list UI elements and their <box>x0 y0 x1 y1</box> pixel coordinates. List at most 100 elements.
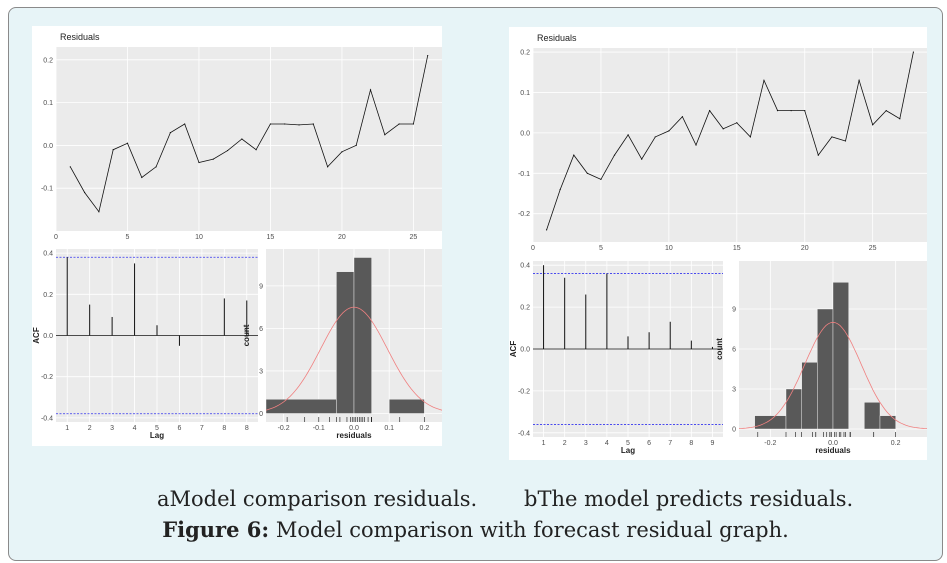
residual-point <box>886 110 887 111</box>
x-tick-label: 7 <box>200 425 204 432</box>
y-tick-label: 9 <box>259 283 263 290</box>
residual-point <box>155 166 156 167</box>
x-tick-label: 8 <box>222 425 226 432</box>
plot-background <box>56 47 442 231</box>
y-tick-label: 9 <box>732 307 736 314</box>
x-tick-label: 5 <box>126 234 130 241</box>
x-tick-label: 6 <box>177 425 181 432</box>
residual-point <box>298 124 299 125</box>
residual-point <box>399 123 400 124</box>
residual-point <box>370 89 371 90</box>
y-tick-label: 0.0 <box>43 143 53 150</box>
residual-point <box>695 144 696 145</box>
y-tick-label: 0.0 <box>43 333 53 340</box>
x-tick-label: 6 <box>647 440 651 447</box>
y-axis-title: ACF <box>32 327 41 344</box>
residual-point <box>899 118 900 119</box>
residual-point <box>736 122 737 123</box>
histogram-bar <box>864 402 880 429</box>
residual-point <box>682 116 683 117</box>
x-tick-label: 25 <box>869 245 877 252</box>
y-tick-label: 0.2 <box>520 305 530 312</box>
y-tick-label: -0.2 <box>518 388 530 395</box>
residual-point <box>141 177 142 178</box>
residual-point <box>198 162 199 163</box>
plot-b-line: Residuals-0.2-0.10.00.10.20 5 10 15 20 25 <box>518 33 927 252</box>
x-tick-label: 1 <box>65 425 69 432</box>
caption-a: aModel comparison residuals. <box>157 487 477 511</box>
residual-point <box>641 159 642 160</box>
figure-frame: Residuals -0.1 0.0 0.1 0.2 0 5 10 15 20 25 -0.4 -0.2… <box>8 7 943 561</box>
y-tick-label: 6 <box>259 326 263 333</box>
x-tick-label: -0.2 <box>764 440 776 447</box>
y-tick-label: 6 <box>732 347 736 354</box>
residual-point <box>763 80 764 81</box>
residual-point <box>284 123 285 124</box>
residual-point <box>184 123 185 124</box>
x-axis-title: Lag <box>621 446 635 455</box>
plot-background <box>533 48 927 242</box>
y-tick-label: 0.0 <box>520 347 530 354</box>
x-tick-label: -0.2 <box>278 425 290 432</box>
histogram-bar <box>817 309 833 429</box>
residual-point <box>356 145 357 146</box>
residual-point <box>327 166 328 167</box>
y-tick-label: -0.4 <box>41 415 53 422</box>
histogram-bar <box>389 399 424 413</box>
residual-point <box>628 134 629 135</box>
x-tick-label: 0 <box>531 245 535 252</box>
x-tick-label: 4 <box>605 440 609 447</box>
x-tick-label: 4 <box>133 425 137 432</box>
residual-point <box>241 138 242 139</box>
x-tick-label: 2 <box>88 425 92 432</box>
residual-point <box>600 179 601 180</box>
x-tick-label: 0.1 <box>384 425 394 432</box>
y-tick-label: -0.2 <box>41 374 53 381</box>
plot-a-histogram: 0 3 6 9 -0.2 -0.1 0.0 0.1 0.2 residuals count <box>242 249 442 440</box>
y-tick-label: 0.4 <box>43 251 53 258</box>
plot-b-histogram: 0369-0.2 0.0 0.2residualscount <box>715 261 927 455</box>
y-tick-label: -0.4 <box>518 430 530 437</box>
histogram-bar <box>786 389 802 429</box>
residual-point <box>668 130 669 131</box>
residual-point <box>804 110 805 111</box>
x-tick-label: 1 <box>542 440 546 447</box>
y-axis-title: count <box>715 338 724 360</box>
residual-point <box>98 211 99 212</box>
residual-point <box>750 136 751 137</box>
plot-title: Residuals <box>537 33 577 43</box>
y-tick-label: 0.4 <box>520 263 530 270</box>
plot-a-line: Residuals-0.10.00.10.20 5 10 15 20 25 <box>41 32 442 241</box>
residual-point <box>341 151 342 152</box>
x-tick-label: 8 <box>689 440 693 447</box>
residual-point <box>723 128 724 129</box>
residual-point <box>227 150 228 151</box>
residual-point <box>256 149 257 150</box>
panel-a: Residuals -0.1 0.0 0.1 0.2 0 5 10 15 20 25 -0.4 -0.2… <box>32 26 442 446</box>
plot-b-acf: -0.4 -0.2 0.0 0.2 0.4 1 2 3 4 5 6 7 8 9 Lag ACF <box>509 261 723 455</box>
residual-point <box>655 136 656 137</box>
y-tick-label: 0 <box>732 427 736 434</box>
residual-point <box>573 155 574 156</box>
residual-point <box>587 173 588 174</box>
y-tick-label: 0.1 <box>43 100 53 107</box>
residual-point <box>313 123 314 124</box>
histogram-bar <box>354 258 372 414</box>
x-tick-label: 8 <box>245 425 249 432</box>
y-tick-label: -0.2 <box>518 211 530 218</box>
x-tick-label: 10 <box>195 234 203 241</box>
residual-point <box>777 110 778 111</box>
x-tick-label: -0.1 <box>313 425 325 432</box>
histogram-bar <box>755 416 786 429</box>
residual-point <box>270 123 271 124</box>
histogram-bar <box>833 282 849 429</box>
x-tick-label: 20 <box>801 245 809 252</box>
residual-point <box>818 155 819 156</box>
residual-point <box>70 166 71 167</box>
x-tick-label: 5 <box>599 245 603 252</box>
plot-a-acf: -0.4-0.20.00.20.41 2 3 4 5 6 7 8 8LagACF <box>32 249 258 440</box>
residual-point <box>913 51 914 52</box>
x-tick-label: 2 <box>563 440 567 447</box>
y-tick-label: 0.0 <box>520 130 530 137</box>
figure-label: Figure 6: <box>162 517 269 542</box>
